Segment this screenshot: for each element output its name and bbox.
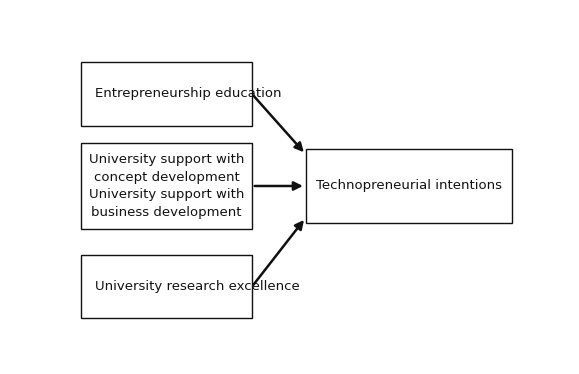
FancyBboxPatch shape bbox=[81, 255, 252, 319]
FancyBboxPatch shape bbox=[81, 62, 252, 126]
Text: Technopreneurial intentions: Technopreneurial intentions bbox=[316, 180, 502, 193]
Text: University research excellence: University research excellence bbox=[95, 280, 299, 293]
Text: University support with
concept development
University support with
business dev: University support with concept developm… bbox=[89, 153, 244, 219]
Text: Entrepreneurship education: Entrepreneurship education bbox=[95, 88, 281, 100]
FancyBboxPatch shape bbox=[306, 148, 512, 223]
FancyBboxPatch shape bbox=[81, 143, 252, 229]
